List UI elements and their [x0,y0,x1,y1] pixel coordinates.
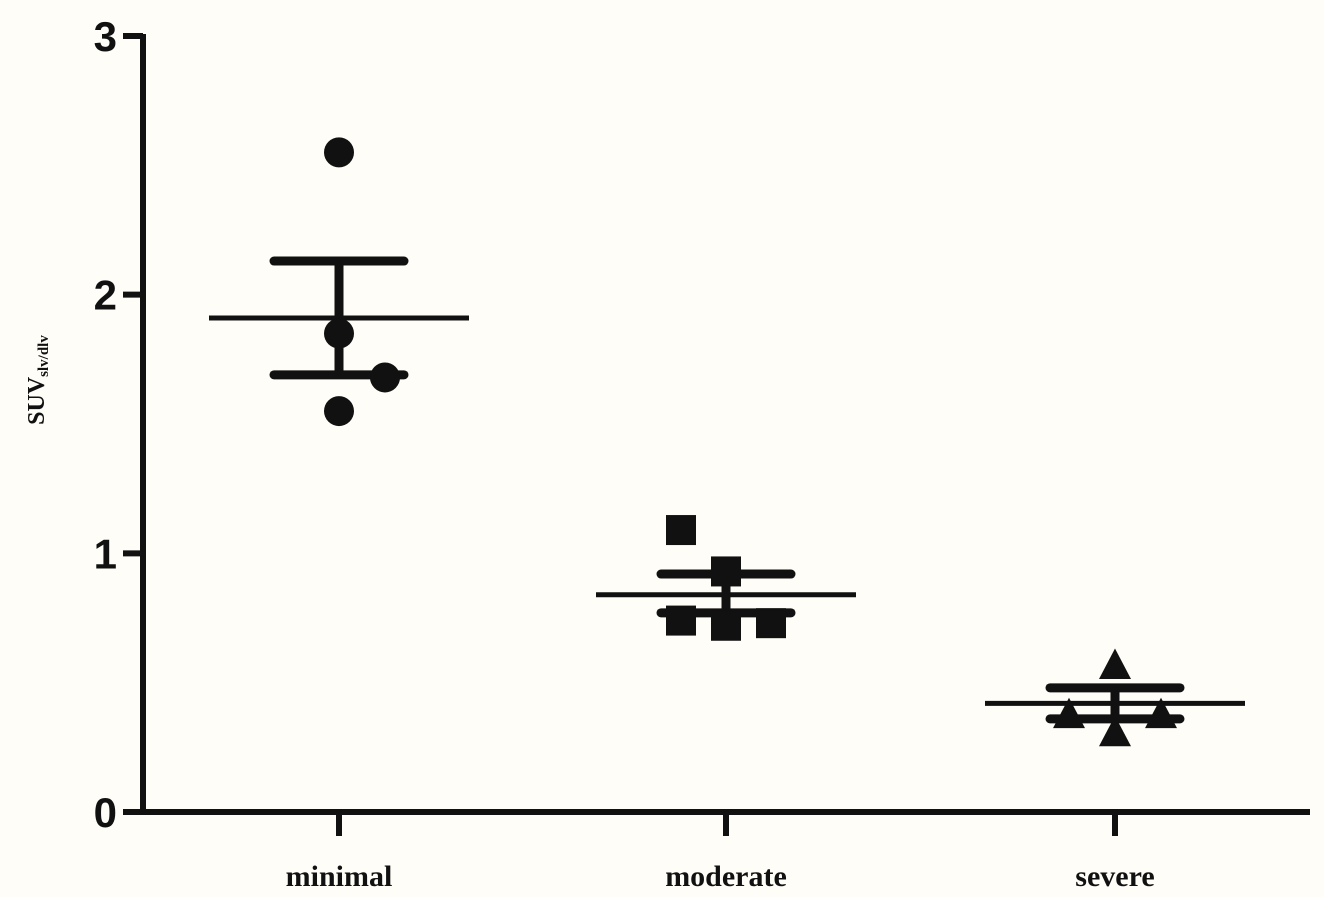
point-moderate [666,515,696,546]
point-severe [1053,697,1085,729]
y-tick-label: 0 [94,789,117,836]
point-moderate [756,608,786,639]
y-tick-label: 1 [94,530,117,577]
point-moderate [666,605,696,636]
point-minimal [324,137,354,168]
x-tick-label: minimal [286,860,393,893]
y-tick-label: 2 [94,272,117,319]
point-minimal [324,396,354,427]
point-moderate [711,556,741,587]
data-points [324,137,1177,747]
x-tick-label: severe [1075,860,1154,893]
point-minimal [324,318,354,349]
y-axis: 0 1 2 3 [94,13,146,836]
point-severe [1099,715,1131,747]
y-axis-label-subscript: slv/dlv [36,335,52,377]
point-minimal [370,362,400,393]
y-tick-label: 3 [94,13,117,60]
y-axis-label-main: SUV [24,376,50,425]
point-severe [1099,648,1131,679]
x-axis: minimal moderate severe [123,809,1310,893]
y-axis-label: SUVslv/dlv [24,335,52,425]
mean-sem-bars [209,256,1245,724]
point-severe [1145,697,1177,729]
x-tick-label: moderate [665,860,787,893]
point-moderate [711,610,741,641]
